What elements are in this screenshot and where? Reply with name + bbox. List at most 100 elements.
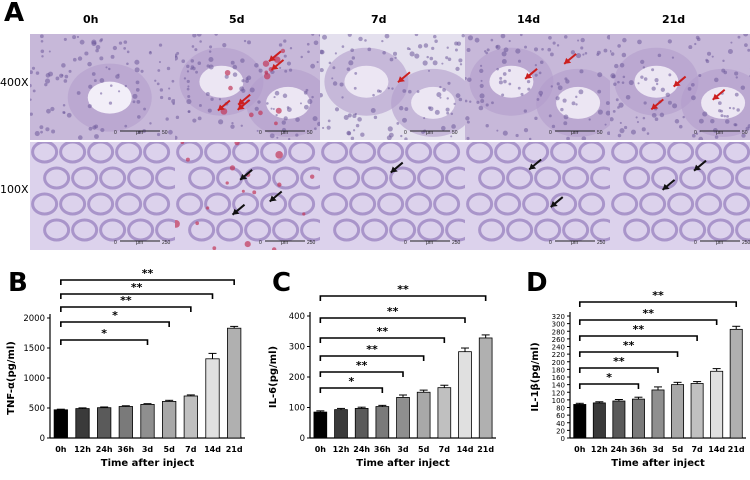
svg-text:μm: μm bbox=[426, 130, 433, 136]
significance-label: ** bbox=[366, 343, 378, 356]
arrow-icon bbox=[693, 159, 707, 172]
chart-tnf-alpha: 0 500 1000 1500 2000 TNF-α(pg/ml) 0h 12h 24h 36h 3… bbox=[6, 267, 245, 469]
significance-bracket: * bbox=[60, 309, 170, 327]
y-tick-label: 320 bbox=[552, 313, 565, 321]
arrow-icon bbox=[528, 158, 542, 171]
micrograph-400x-5d: 0 μm 50 bbox=[175, 34, 320, 140]
y-tick-label: 200 bbox=[289, 373, 305, 383]
bar-5d bbox=[416, 391, 431, 439]
significance-bracket: ** bbox=[319, 283, 487, 301]
svg-text:0: 0 bbox=[694, 240, 697, 246]
bar-12h bbox=[592, 402, 606, 439]
x-tick-label: 21d bbox=[477, 445, 494, 454]
significance-label: ** bbox=[642, 307, 654, 320]
svg-text:μm: μm bbox=[571, 240, 578, 246]
significance-bracket: ** bbox=[60, 281, 214, 299]
bar-14d bbox=[458, 351, 472, 439]
x-tick-label: 0h bbox=[315, 445, 327, 454]
bar-14d bbox=[205, 358, 220, 439]
y-tick-label: 20 bbox=[556, 427, 565, 435]
significance-label: ** bbox=[356, 359, 368, 372]
significance-label: * bbox=[348, 375, 354, 388]
arrow-icon bbox=[237, 99, 251, 111]
micrograph-400x-14d: 0 μm 50 bbox=[465, 34, 610, 140]
bar-36h bbox=[375, 406, 390, 439]
y-tick-label: 0 bbox=[40, 434, 45, 444]
x-tick-label: 12h bbox=[333, 445, 350, 454]
x-tick-label: 0h bbox=[574, 445, 586, 454]
bar-24h bbox=[97, 407, 112, 439]
chart-il-1beta: 0204060801001201401601802002202402602803… bbox=[530, 289, 746, 469]
svg-text:μm: μm bbox=[136, 240, 143, 246]
micrograph-100x-21d: 0 μm 250 bbox=[610, 142, 750, 250]
micrograph-400x-7d: 0 μm 50 bbox=[320, 34, 465, 140]
panel-label-c: C bbox=[272, 268, 292, 298]
y-tick-label: 1000 bbox=[23, 374, 45, 384]
significance-bracket: * bbox=[578, 371, 640, 389]
scale-bar: 0 μm 250 bbox=[114, 240, 171, 246]
significance-label: ** bbox=[387, 305, 399, 318]
arrow-icon bbox=[563, 53, 577, 65]
bar-21d bbox=[729, 328, 743, 439]
significance-bracket: ** bbox=[60, 294, 192, 312]
y-tick-label: 140 bbox=[552, 382, 565, 390]
y-tick-label: 80 bbox=[556, 405, 565, 413]
arrow-icon bbox=[550, 196, 564, 208]
scale-bar: 0 μm 250 bbox=[259, 240, 316, 246]
svg-text:250: 250 bbox=[307, 240, 316, 246]
svg-text:50: 50 bbox=[307, 130, 313, 136]
significance-label: ** bbox=[613, 355, 625, 368]
y-axis-label: IL-6(pg/ml) bbox=[268, 346, 279, 408]
y-tick-label: 500 bbox=[29, 404, 45, 414]
scale-bar: 0 μm 250 bbox=[694, 240, 750, 246]
svg-text:0: 0 bbox=[259, 240, 262, 246]
x-tick-label: 3d bbox=[142, 445, 154, 454]
bar-3d bbox=[651, 389, 665, 439]
column-label-14d: 14d bbox=[517, 13, 541, 26]
significance-bracket: ** bbox=[578, 339, 679, 357]
svg-text:μm: μm bbox=[426, 240, 433, 246]
y-tick-label: 2000 bbox=[23, 314, 45, 324]
svg-text:250: 250 bbox=[162, 240, 171, 246]
arrow-icon bbox=[231, 203, 246, 216]
significance-bracket: ** bbox=[578, 355, 659, 373]
micrograph-100x-14d: 0 μm 250 bbox=[465, 142, 610, 250]
arrow-icon bbox=[397, 71, 411, 84]
micrograph-100x-7d: 0 μm 250 bbox=[320, 142, 465, 250]
svg-text:μm: μm bbox=[281, 130, 288, 136]
scale-bar: 0 μm 50 bbox=[694, 130, 748, 136]
bar-21d bbox=[478, 337, 493, 439]
significance-bracket: * bbox=[319, 375, 384, 393]
significance-bracket: ** bbox=[60, 267, 235, 285]
panel-label-d: D bbox=[526, 268, 548, 298]
x-tick-label: 7d bbox=[185, 445, 197, 454]
bar-5d bbox=[162, 401, 177, 439]
svg-text:0: 0 bbox=[404, 130, 407, 136]
svg-text:0: 0 bbox=[549, 240, 552, 246]
y-tick-label: 280 bbox=[552, 328, 565, 336]
svg-text:0: 0 bbox=[114, 130, 117, 136]
y-tick-label: 100 bbox=[289, 404, 305, 414]
bar-7d bbox=[183, 395, 198, 439]
svg-text:0: 0 bbox=[694, 130, 697, 136]
y-tick-label: 400 bbox=[289, 312, 305, 322]
row-label-400x: 400X bbox=[0, 76, 29, 89]
arrow-icon bbox=[661, 179, 676, 191]
svg-text:250: 250 bbox=[597, 240, 606, 246]
arrow-icon bbox=[712, 88, 726, 101]
x-tick-label: 5d bbox=[418, 445, 430, 454]
significance-label: ** bbox=[142, 267, 154, 280]
row-label-100x: 100X bbox=[0, 183, 29, 196]
svg-text:250: 250 bbox=[452, 240, 461, 246]
significance-label: ** bbox=[377, 325, 389, 338]
x-tick-label: 36h bbox=[630, 445, 647, 454]
x-tick-label: 36h bbox=[374, 445, 391, 454]
x-tick-label: 5d bbox=[672, 445, 684, 454]
x-axis-label: Time after inject bbox=[356, 458, 450, 469]
x-tick-label: 21d bbox=[728, 445, 745, 454]
svg-text:50: 50 bbox=[162, 130, 168, 136]
micrograph-100x-5d: 0 μm 250 bbox=[175, 142, 320, 250]
x-tick-label: 3d bbox=[652, 445, 664, 454]
bar-36h bbox=[631, 398, 645, 439]
